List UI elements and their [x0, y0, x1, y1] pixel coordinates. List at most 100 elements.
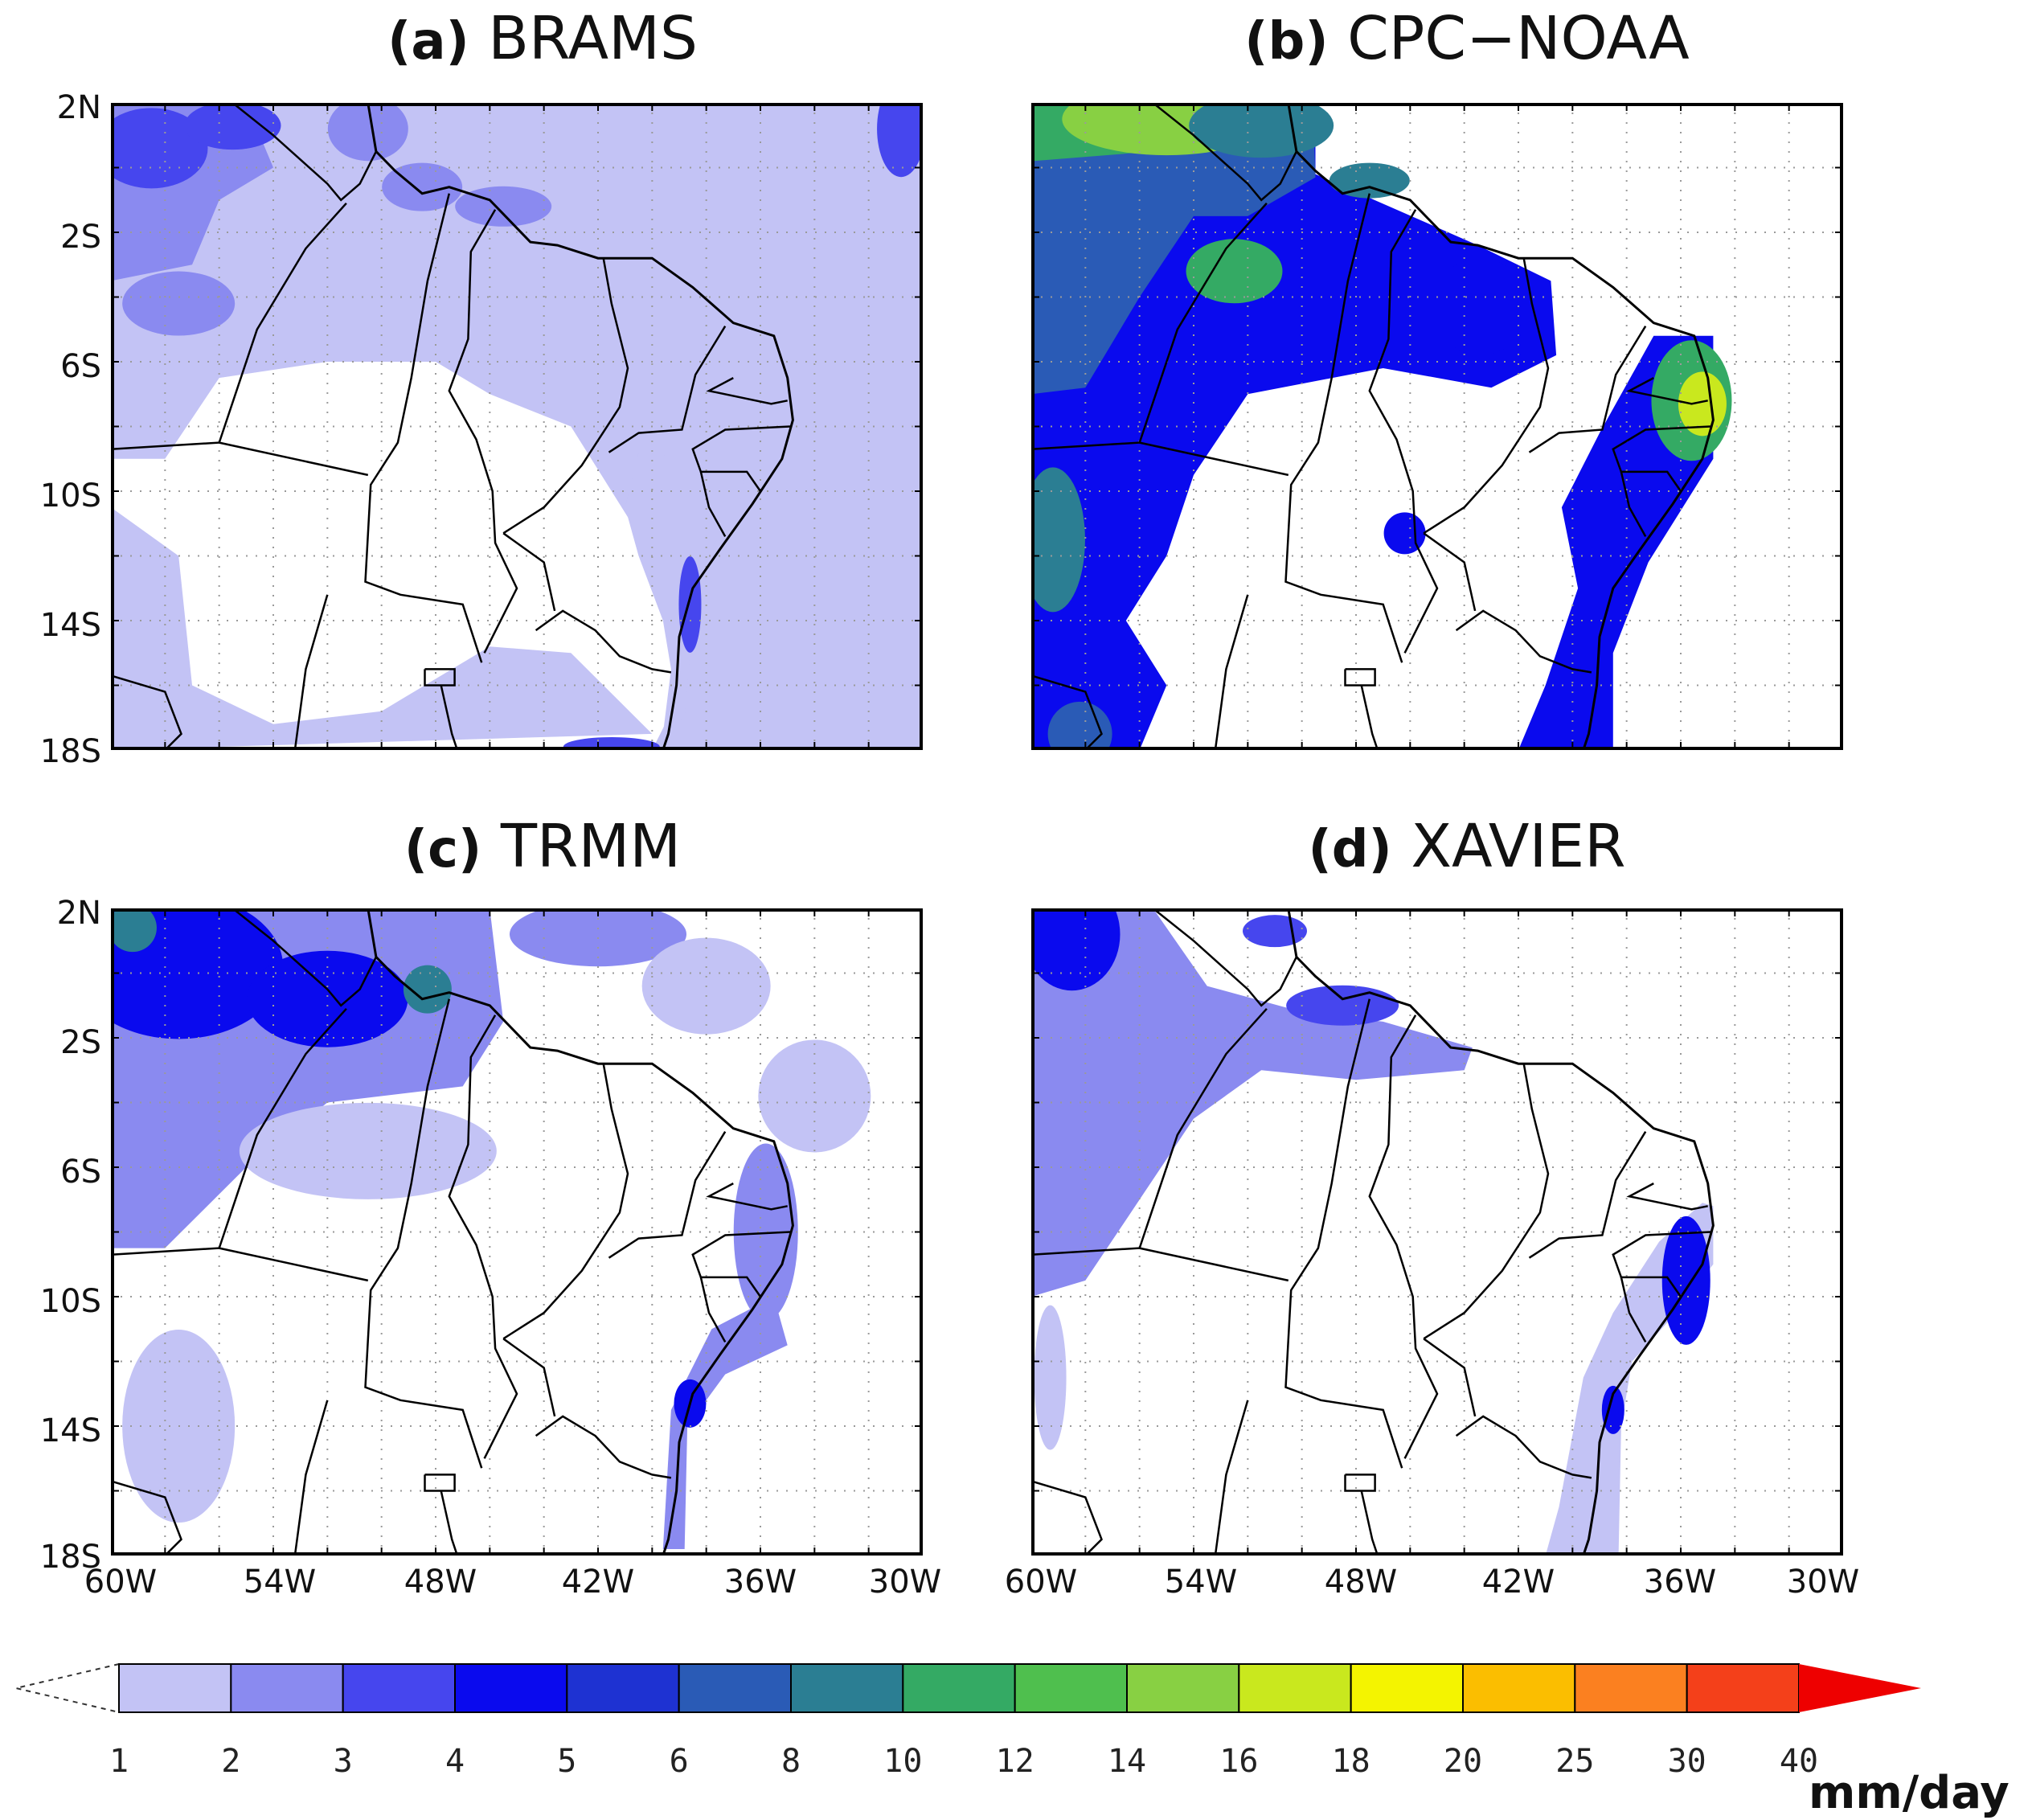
state-border: [1152, 908, 1298, 1007]
state-border: [1214, 594, 1249, 750]
lat-label: 14S: [39, 1412, 101, 1449]
precip-cell: [733, 1143, 798, 1321]
lat-label: 10S: [39, 1283, 101, 1320]
state-border: [424, 1474, 456, 1492]
colorbar: [15, 1663, 1921, 1713]
state-border: [293, 1400, 329, 1556]
colorbar-tick-label: 25: [1555, 1743, 1595, 1780]
colorbar-box: [1238, 1663, 1352, 1713]
precip-cell: [1186, 239, 1283, 304]
lat-label: 2N: [56, 89, 101, 126]
colorbar-tick-label: 10: [883, 1743, 923, 1780]
lon-label: 60W: [84, 1564, 158, 1601]
precip-cell: [563, 736, 660, 750]
precip-cell: [678, 555, 702, 653]
colorbar-high-triangle: [1799, 1664, 1921, 1712]
colorbar-tick-label: 40: [1779, 1743, 1819, 1780]
colorbar-tick-label: 30: [1667, 1743, 1706, 1780]
state-border: [608, 1131, 727, 1259]
state-border: [502, 532, 556, 612]
state-border: [424, 668, 456, 687]
lat-label: 10S: [39, 478, 101, 514]
state-border: [1620, 471, 1647, 538]
state-border: [691, 1231, 791, 1297]
lat-label: 14S: [39, 607, 101, 644]
colorbar-tick-label: 8: [780, 1743, 801, 1780]
precip-cell: [1047, 701, 1112, 750]
state-border: [1423, 532, 1477, 612]
colorbar-box: [1686, 1663, 1801, 1713]
precip-cell: [122, 271, 236, 336]
lon-label: 48W: [404, 1564, 477, 1601]
coastline: [1287, 103, 1715, 750]
colorbar-tick-label: 12: [995, 1743, 1034, 1780]
colorbar-box: [1574, 1663, 1688, 1713]
state-border: [1214, 1400, 1249, 1556]
lon-label: 30W: [868, 1564, 942, 1601]
state-border: [691, 425, 791, 492]
precip-cell: [1432, 258, 1529, 355]
colorbar-box: [1014, 1663, 1128, 1713]
state-border: [535, 1415, 672, 1479]
colorbar-tick-label: 16: [1219, 1743, 1259, 1780]
colorbar-box: [230, 1663, 344, 1713]
state-border: [1455, 1415, 1592, 1479]
state-border: [608, 326, 727, 453]
lon-label: 60W: [1004, 1564, 1078, 1601]
map-frame: [111, 103, 923, 750]
state-border: [1626, 376, 1708, 405]
precip-field-c: [111, 908, 923, 1556]
precip-cell: [382, 162, 463, 211]
panel-title-c: (c) TRMM: [404, 812, 681, 881]
colorbar-tick-label: 2: [221, 1743, 241, 1780]
state-border: [1528, 1131, 1647, 1259]
state-border: [1423, 257, 1550, 535]
state-border: [1284, 193, 1403, 663]
colorbar-unit: mm/day: [1809, 1767, 2010, 1819]
state-border: [219, 1247, 369, 1282]
state-border: [1031, 202, 1268, 450]
colorbar-box: [1462, 1663, 1576, 1713]
lon-label: 54W: [243, 1564, 317, 1601]
colorbar-low-triangle: [15, 1663, 120, 1713]
state-border: [440, 685, 459, 750]
state-border: [1612, 425, 1711, 492]
state-border: [1612, 1231, 1711, 1297]
panel-title-d: (d) XAVIER: [1308, 812, 1625, 881]
state-border: [1031, 674, 1103, 750]
precip-area: [1031, 908, 1473, 1297]
state-border: [1368, 209, 1439, 654]
state-border: [1368, 1015, 1439, 1459]
map-panel-d: [1031, 908, 1843, 1556]
map-panel-c: [111, 908, 923, 1556]
precip-cell: [403, 965, 452, 1014]
lat-label: 18S: [39, 1539, 101, 1576]
precip-cell: [184, 103, 281, 150]
colorbar-box: [454, 1663, 568, 1713]
colorbar-box: [678, 1663, 793, 1713]
precip-cell: [239, 1102, 497, 1199]
lon-label: 36W: [1643, 1564, 1717, 1601]
precip-area: [111, 507, 653, 750]
state-border: [293, 594, 329, 750]
state-border: [1152, 103, 1298, 202]
colorbar-box: [342, 1663, 456, 1713]
panel-title-b: (b) CPC−NOAA: [1244, 4, 1689, 73]
coastline: [1287, 908, 1715, 1556]
coastline: [367, 908, 794, 1556]
coastline: [367, 103, 794, 750]
state-border: [219, 441, 369, 477]
map-frame: [1031, 103, 1843, 750]
state-border: [111, 1007, 347, 1256]
precip-field-a: [111, 103, 923, 750]
panel-tag: (b): [1244, 12, 1329, 72]
map-panel-b: [1031, 103, 1843, 750]
colorbar-tick-label: 5: [557, 1743, 577, 1780]
lat-label: 6S: [60, 348, 101, 385]
precip-area: [1031, 103, 1557, 750]
panel-name: BRAMS: [488, 4, 698, 73]
precip-area: [1031, 103, 1316, 395]
state-border: [1344, 668, 1376, 687]
lat-label: 2N: [56, 895, 101, 932]
precip-cell: [1034, 1305, 1067, 1450]
